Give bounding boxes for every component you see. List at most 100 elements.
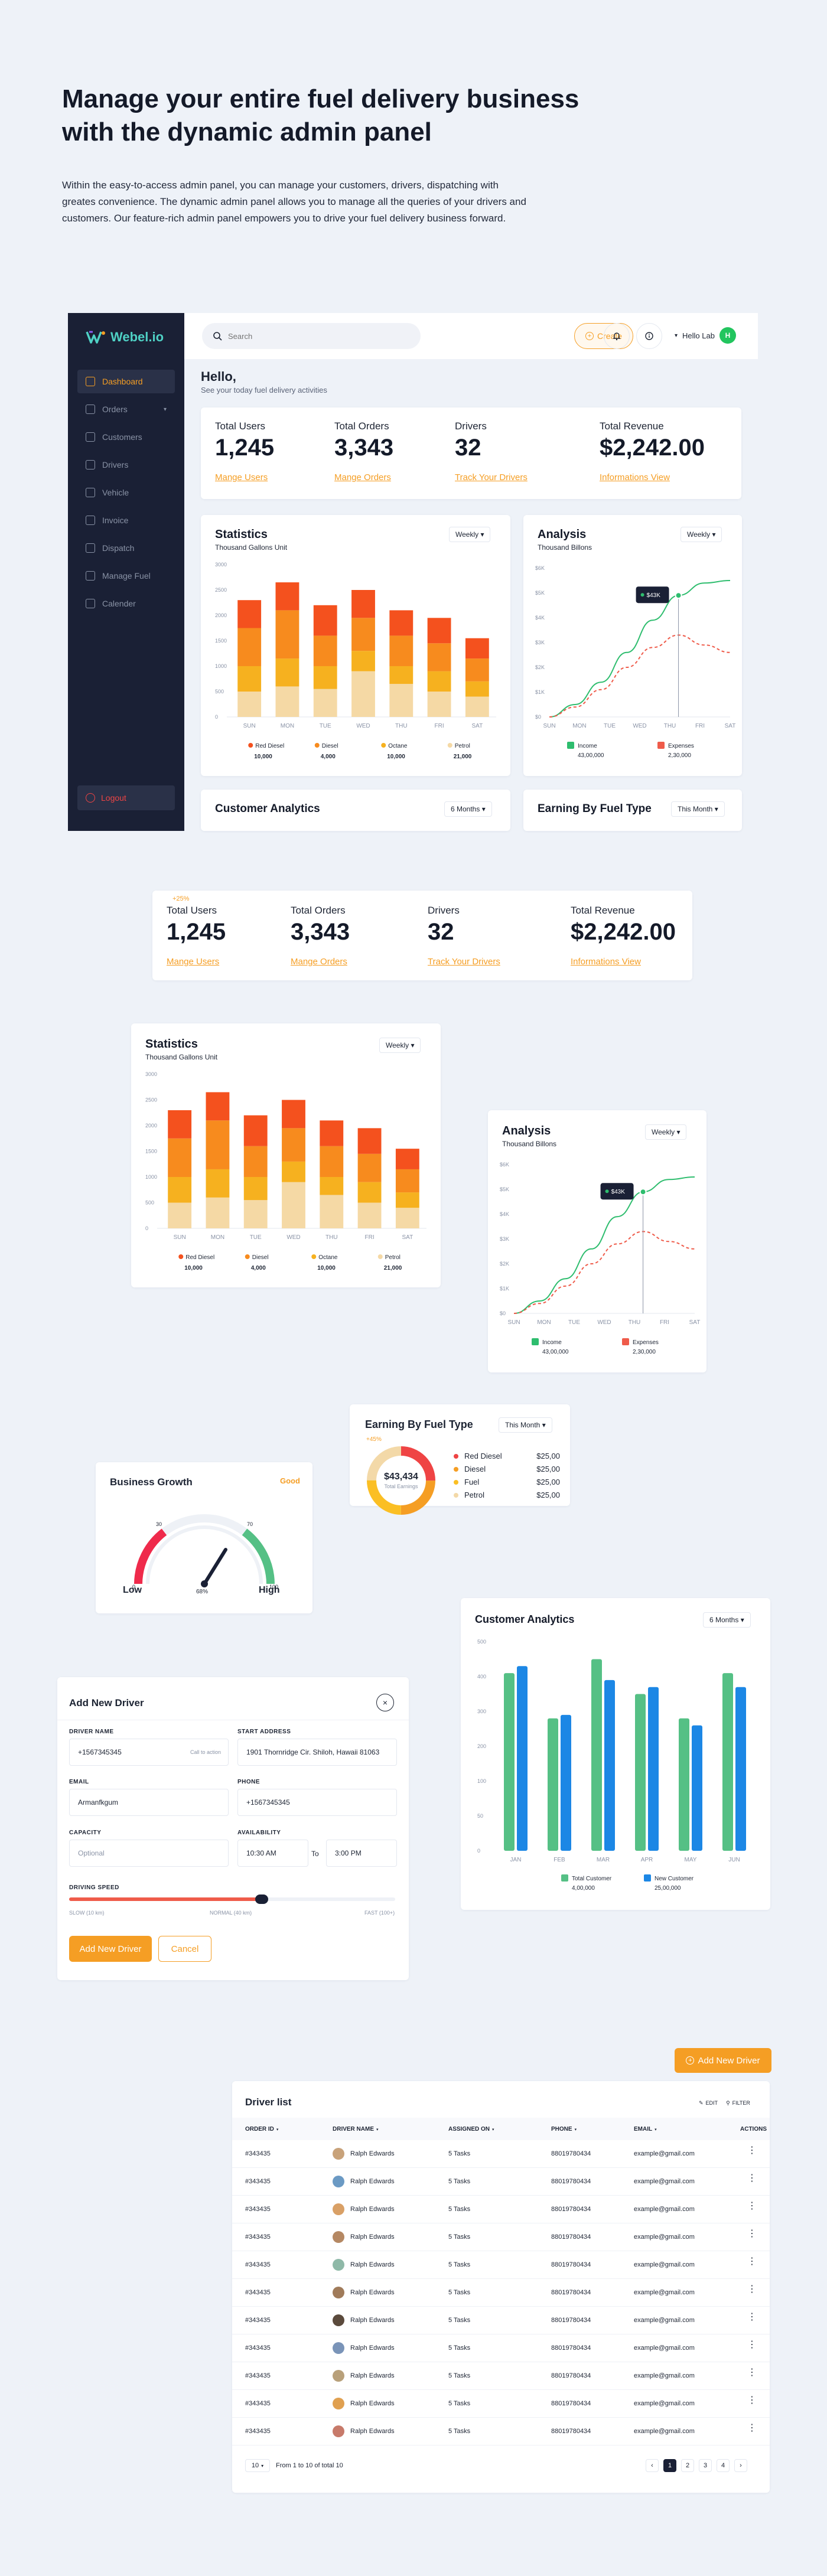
email-field[interactable]: Armanfkgum <box>69 1789 229 1816</box>
kebab-menu-icon[interactable]: ⋮ <box>747 2145 757 2156</box>
page-button[interactable]: 3 <box>699 2459 712 2472</box>
page-size-select[interactable]: 10 ▾ <box>245 2459 270 2472</box>
legend-total: 10,000 <box>387 754 405 760</box>
statistics-filter[interactable]: Weekly <box>449 527 491 542</box>
orders-icon <box>86 405 95 414</box>
add-driver-submit-button[interactable]: Add New Driver <box>69 1936 152 1962</box>
speed-slider-handle[interactable] <box>255 1894 268 1904</box>
kebab-menu-icon[interactable]: ⋮ <box>747 2395 757 2405</box>
stat-link[interactable]: Mange Users <box>215 472 268 482</box>
column-header[interactable]: ASSIGNED ON ▾ <box>448 2126 494 2132</box>
sidebar-item-manage-fuel[interactable]: Manage Fuel <box>77 564 175 588</box>
phone: 88019780434 <box>551 2233 591 2241</box>
kebab-menu-icon[interactable]: ⋮ <box>747 2312 757 2322</box>
stat-link[interactable]: Track Your Drivers <box>428 957 500 967</box>
stat-link[interactable]: Mange Orders <box>334 472 391 482</box>
sidebar-item-customers[interactable]: Customers <box>77 425 175 449</box>
column-header[interactable]: EMAIL ▾ <box>634 2126 657 2132</box>
page-button[interactable]: 4 <box>717 2459 730 2472</box>
earning-filter[interactable]: This Month <box>499 1417 552 1433</box>
sidebar-item-calender[interactable]: Calender <box>77 592 175 615</box>
table-row[interactable]: #343435 Ralph Edwards 5 Tasks 88019780434 ex… <box>232 2390 770 2418</box>
next-page-button[interactable]: › <box>734 2459 747 2472</box>
customer-analytics-filter[interactable]: 6 Months <box>444 801 492 817</box>
order-id: #343435 <box>245 2178 271 2185</box>
statistics-filter[interactable]: Weekly <box>379 1038 421 1053</box>
kebab-menu-icon[interactable]: ⋮ <box>747 2257 757 2267</box>
order-id: #343435 <box>245 2428 271 2435</box>
stat-link[interactable]: Track Your Drivers <box>455 472 528 482</box>
table-row[interactable]: #343435 Ralph Edwards 5 Tasks 88019780434 ex… <box>232 2418 770 2445</box>
analysis-filter[interactable]: Weekly <box>681 527 722 542</box>
search-input[interactable] <box>228 331 399 341</box>
sidebar-item-vehicle[interactable]: Vehicle <box>77 481 175 504</box>
analysis-card-standalone: Analysis Thousand Billons Weekly $0 $1K $2… <box>488 1110 706 1372</box>
kebab-menu-icon[interactable]: ⋮ <box>747 2201 757 2211</box>
x-tick-label: THU <box>629 1319 641 1326</box>
earning-filter[interactable]: This Month <box>671 801 725 817</box>
page-button[interactable]: 1 <box>663 2459 676 2472</box>
kebab-menu-icon[interactable]: ⋮ <box>747 2173 757 2183</box>
bar-segment <box>389 684 414 717</box>
help-button[interactable] <box>636 323 662 349</box>
column-header[interactable]: PHONE ▾ <box>551 2126 577 2132</box>
column-header[interactable]: ORDER ID ▾ <box>245 2126 278 2132</box>
y-tick-label: 1500 <box>145 1149 157 1155</box>
table-row[interactable]: #343435 Ralph Edwards 5 Tasks 88019780434 ex… <box>232 2307 770 2334</box>
add-driver-cancel-button[interactable]: Cancel <box>158 1936 211 1962</box>
capacity-field[interactable]: Optional <box>69 1840 229 1867</box>
stat-link[interactable]: Informations View <box>600 472 670 482</box>
start-address-field[interactable]: 1901 Thornridge Cir. Shiloh, Hawaii 8106… <box>237 1739 397 1766</box>
table-row[interactable]: #343435 Ralph Edwards 5 Tasks 88019780434 ex… <box>232 2362 770 2390</box>
column-header[interactable]: DRIVER NAME ▾ <box>333 2126 379 2132</box>
sidebar-item-drivers[interactable]: Drivers <box>77 453 175 477</box>
customer-analytics-filter[interactable]: 6 Months <box>703 1612 751 1628</box>
stat-link[interactable]: Mange Orders <box>291 957 347 967</box>
sidebar-item-dashboard[interactable]: Dashboard <box>77 370 175 393</box>
availability-to-field[interactable]: 3:00 PM <box>326 1840 397 1867</box>
table-row[interactable]: #343435 Ralph Edwards 5 Tasks 88019780434 ex… <box>232 2279 770 2307</box>
kebab-menu-icon[interactable]: ⋮ <box>747 2340 757 2350</box>
kebab-menu-icon[interactable]: ⋮ <box>747 2423 757 2433</box>
analysis-filter[interactable]: Weekly <box>645 1124 687 1140</box>
kebab-menu-icon[interactable]: ⋮ <box>747 2284 757 2294</box>
speed-fast-label: FAST (100+) <box>364 1910 395 1916</box>
email: example@gmail.com <box>634 2150 695 2157</box>
stat-link[interactable]: Mange Users <box>167 957 220 967</box>
driver-name-field[interactable]: +1567345345 Call to action <box>69 1739 229 1766</box>
logout-button[interactable]: Logout <box>77 785 175 810</box>
prev-page-button[interactable]: ‹ <box>646 2459 659 2472</box>
y-tick-label: 50 <box>477 1813 483 1819</box>
availability-from-field[interactable]: 10:30 AM <box>237 1840 308 1867</box>
sidebar-item-orders[interactable]: Orders ▾ <box>77 397 175 421</box>
notification-button[interactable] <box>604 323 630 349</box>
filter-button[interactable]: ⚲ FILTER <box>726 2100 750 2107</box>
search-bar[interactable] <box>202 323 421 349</box>
table-row[interactable]: #343435 Ralph Edwards 5 Tasks 88019780434 ex… <box>232 2251 770 2279</box>
close-icon[interactable]: × <box>376 1694 394 1711</box>
speed-slider[interactable] <box>69 1894 395 1904</box>
stat-link[interactable]: Informations View <box>571 957 641 967</box>
column-header[interactable]: ACTIONS <box>740 2126 767 2132</box>
add-new-driver-button[interactable]: + Add New Driver <box>675 2048 771 2073</box>
bar-segment <box>465 658 489 682</box>
phone-field[interactable]: +1567345345 <box>237 1789 397 1816</box>
sidebar-item-label: Orders <box>102 405 128 414</box>
user-menu[interactable]: ▾ Hello Lab H <box>675 327 736 344</box>
earning-badge: +45% <box>366 1436 382 1443</box>
kebab-menu-icon[interactable]: ⋮ <box>747 2229 757 2239</box>
sidebar-item-dispatch[interactable]: Dispatch <box>77 536 175 560</box>
sidebar-item-invoice[interactable]: Invoice <box>77 508 175 532</box>
x-tick-label: MON <box>211 1234 224 1241</box>
page-button[interactable]: 2 <box>681 2459 694 2472</box>
edit-button[interactable]: ✎ EDIT <box>699 2100 718 2107</box>
series-line <box>549 580 731 718</box>
bar-segment <box>313 689 337 717</box>
kebab-menu-icon[interactable]: ⋮ <box>747 2368 757 2378</box>
table-row[interactable]: #343435 Ralph Edwards 5 Tasks 88019780434 ex… <box>232 2196 770 2223</box>
table-row[interactable]: #343435 Ralph Edwards 5 Tasks 88019780434 ex… <box>232 2140 770 2168</box>
table-row[interactable]: #343435 Ralph Edwards 5 Tasks 88019780434 ex… <box>232 2223 770 2251</box>
table-row[interactable]: #343435 Ralph Edwards 5 Tasks 88019780434 ex… <box>232 2168 770 2196</box>
table-row[interactable]: #343435 Ralph Edwards 5 Tasks 88019780434 ex… <box>232 2334 770 2362</box>
brand[interactable]: Webel.io <box>86 330 164 345</box>
